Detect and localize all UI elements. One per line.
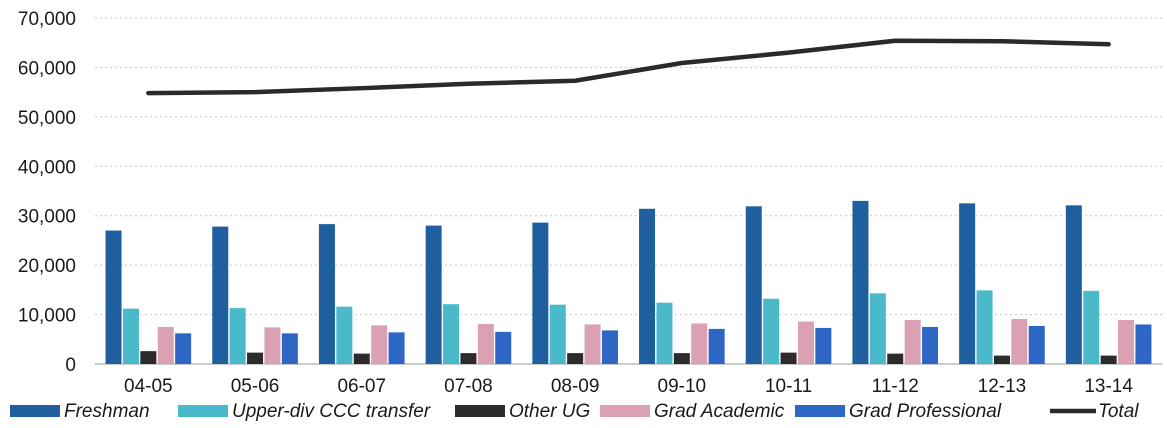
legend: Freshman Upper-div CCC transfer Other UG Gr… — [10, 401, 1139, 422]
y-tick-label: 70,000 — [18, 9, 76, 30]
bar-freshman-13-14 — [1065, 205, 1082, 364]
legend-swatch-other-ug — [455, 405, 505, 417]
bar-grad-professional-10-11 — [815, 327, 832, 364]
bar-other-ug-05-06 — [247, 352, 264, 364]
bar-upper-div-ccc-transfer-13-14 — [1083, 290, 1100, 364]
bar-grad-academic-11-12 — [904, 320, 921, 364]
bar-freshman-09-10 — [639, 208, 656, 364]
bar-freshman-10-11 — [745, 206, 762, 364]
bar-other-ug-11-12 — [887, 353, 904, 364]
bar-upper-div-ccc-transfer-08-09 — [549, 304, 566, 364]
bar-upper-div-ccc-transfer-12-13 — [976, 290, 993, 364]
total-line — [146, 38, 1111, 96]
bar-freshman-07-08 — [425, 225, 442, 364]
x-tick-label: 09-10 — [658, 376, 707, 397]
bar-grad-professional-05-06 — [281, 333, 298, 364]
x-tick-label: 04-05 — [124, 376, 173, 397]
bar-grad-academic-08-09 — [584, 324, 601, 364]
bar-grad-professional-06-07 — [388, 332, 405, 364]
bar-grad-academic-06-07 — [371, 325, 388, 364]
bar-freshman-06-07 — [318, 224, 335, 364]
bar-freshman-08-09 — [532, 222, 549, 364]
y-tick-label: 0 — [65, 355, 76, 376]
legend-swatch-grad-academic — [600, 405, 650, 417]
bar-other-ug-07-08 — [460, 353, 477, 364]
bar-freshman-11-12 — [852, 200, 869, 364]
bar-upper-div-ccc-transfer-04-05 — [122, 308, 139, 364]
bar-other-ug-08-09 — [567, 353, 584, 364]
bar-upper-div-ccc-transfer-05-06 — [229, 308, 246, 364]
legend-swatch-upper-div-ccc-transfer — [178, 405, 228, 417]
bar-grad-professional-11-12 — [922, 326, 939, 364]
bars — [105, 200, 1152, 364]
x-tick-label: 13-14 — [1084, 376, 1133, 397]
x-axis: 04-05 05-06 06-07 07-08 08-09 09-10 10-11 11-12… — [124, 376, 1133, 397]
bar-freshman-04-05 — [105, 230, 122, 364]
legend-label-grad-academic: Grad Academic — [654, 401, 785, 422]
bar-grad-academic-07-08 — [477, 323, 494, 364]
bar-grad-professional-13-14 — [1135, 324, 1152, 364]
bar-grad-professional-12-13 — [1028, 325, 1045, 364]
x-tick-label: 12-13 — [978, 376, 1027, 397]
bar-grad-academic-13-14 — [1118, 320, 1135, 364]
bar-freshman-05-06 — [212, 226, 229, 364]
bar-grad-academic-10-11 — [797, 321, 814, 364]
bar-other-ug-13-14 — [1100, 355, 1117, 364]
legend-label-grad-professional: Grad Professional — [849, 401, 1002, 422]
y-tick-label: 20,000 — [18, 256, 76, 277]
x-tick-label: 06-07 — [337, 376, 386, 397]
x-tick-label: 05-06 — [231, 376, 280, 397]
y-tick-label: 10,000 — [18, 306, 76, 327]
bar-grad-professional-08-09 — [601, 330, 618, 364]
bar-other-ug-04-05 — [140, 351, 157, 364]
bar-other-ug-12-13 — [993, 355, 1010, 364]
y-tick-label: 40,000 — [18, 157, 76, 178]
bar-grad-academic-04-05 — [157, 326, 174, 364]
total-line-layer — [146, 38, 1111, 96]
bar-upper-div-ccc-transfer-09-10 — [656, 302, 673, 364]
bar-grad-professional-04-05 — [175, 333, 192, 364]
x-tick-label: 10-11 — [765, 376, 812, 397]
y-axis: 0 10,000 20,000 30,000 40,000 50,000 60,000 70,… — [18, 9, 76, 376]
x-tick-label: 07-08 — [444, 376, 493, 397]
legend-label-upper-div-ccc-transfer: Upper-div CCC transfer — [232, 401, 431, 422]
x-tick-label: 08-09 — [551, 376, 600, 397]
bar-upper-div-ccc-transfer-10-11 — [763, 298, 780, 364]
legend-label-total: Total — [1098, 401, 1139, 422]
bar-freshman-12-13 — [959, 203, 976, 364]
bar-other-ug-06-07 — [353, 353, 370, 364]
legend-swatch-freshman — [10, 405, 60, 417]
y-tick-label: 60,000 — [18, 58, 76, 79]
y-tick-label: 50,000 — [18, 108, 76, 129]
bar-upper-div-ccc-transfer-07-08 — [443, 304, 460, 364]
bar-other-ug-09-10 — [673, 353, 690, 364]
bar-grad-academic-09-10 — [691, 323, 708, 364]
bar-other-ug-10-11 — [780, 352, 797, 364]
bar-grad-academic-05-06 — [264, 327, 281, 364]
bar-grad-professional-07-08 — [495, 331, 512, 364]
legend-swatch-grad-professional — [795, 405, 845, 417]
legend-label-freshman: Freshman — [64, 401, 150, 422]
bar-grad-professional-09-10 — [708, 328, 725, 364]
bar-grad-academic-12-13 — [1011, 319, 1028, 364]
bar-upper-div-ccc-transfer-06-07 — [336, 306, 353, 364]
y-tick-label: 30,000 — [18, 207, 76, 228]
bar-upper-div-ccc-transfer-11-12 — [869, 293, 886, 364]
legend-label-other-ug: Other UG — [509, 401, 590, 422]
x-tick-label: 11-12 — [872, 376, 919, 397]
